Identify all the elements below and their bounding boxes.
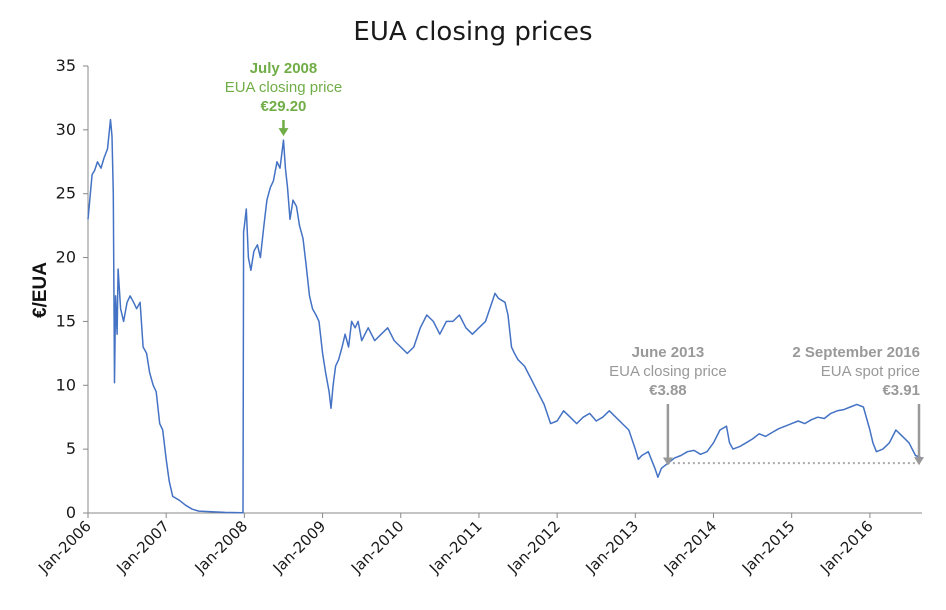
x-tick-label: Jan-2014: [660, 517, 721, 578]
y-tick-label: 25: [56, 184, 76, 203]
plot-area: [87, 118, 923, 514]
y-tick-label: 20: [56, 248, 76, 267]
x-tick-label: Jan-2007: [112, 517, 173, 578]
annotation-arrow-head: [914, 457, 924, 466]
annotation-text: €29.20: [261, 98, 307, 115]
x-tick-label: Jan-2015: [738, 517, 799, 578]
annotation-text: 2 September 2016: [792, 344, 920, 361]
y-tick-label: 35: [56, 56, 76, 75]
annotation-text: EUA closing price: [225, 79, 343, 96]
x-tick-label: Jan-2011: [425, 517, 486, 578]
y-tick-label: 0: [66, 503, 76, 522]
y-tick-label: 10: [56, 375, 76, 394]
x-tick-label: Jan-2009: [269, 517, 330, 578]
y-tick-label: 30: [56, 120, 76, 139]
y-tick-label: 15: [56, 311, 76, 330]
x-tick-label: Jan-2006: [34, 517, 95, 578]
annotation-text: July 2008: [250, 60, 318, 77]
x-tick-label: Jan-2010: [347, 517, 408, 578]
y-axis-label: €/EUA: [30, 262, 51, 318]
annotation-text: EUA closing price: [609, 363, 727, 380]
axes: 0 5 10 15 20 25 30 35 Jan-2006 Jan-2007 Jan-2008 Ja…: [34, 56, 922, 578]
annotation-text: June 2013: [632, 344, 705, 361]
annotation-arrow-head: [278, 128, 289, 137]
annotation-text: EUA spot price: [821, 363, 920, 380]
annotation-arrow-head: [662, 457, 673, 466]
chart-title: EUA closing prices: [353, 17, 592, 47]
annotations: July 2008 EUA closing price €29.20 June 201…: [225, 60, 924, 466]
x-tick-label: Jan-2016: [816, 517, 877, 578]
x-tick-label: Jan-2008: [191, 517, 252, 578]
price-series-line: [87, 118, 923, 514]
y-tick-label: 5: [66, 439, 76, 458]
x-tick-label: Jan-2012: [503, 517, 564, 578]
x-tick-label: Jan-2013: [582, 517, 643, 578]
annotation-text: €3.91: [882, 382, 920, 399]
annotation-text: €3.88: [649, 382, 687, 399]
